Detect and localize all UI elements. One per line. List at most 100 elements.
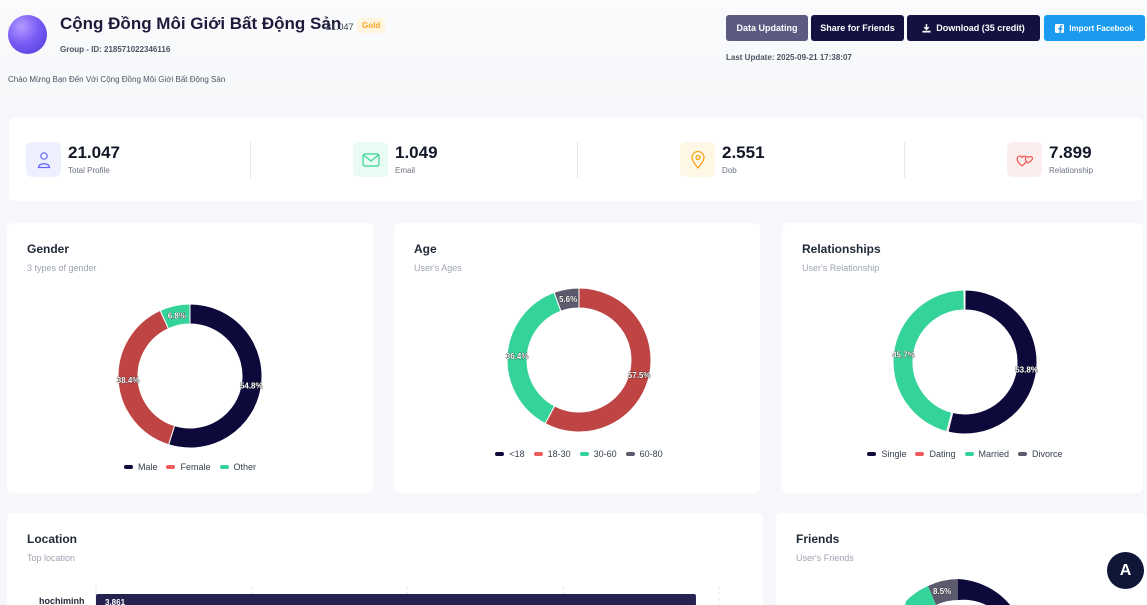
card-subtitle: User's Ages — [414, 263, 462, 273]
location-bar-chart: hochiminh 3.861 — [39, 586, 720, 605]
card-subtitle: User's Friends — [796, 553, 854, 563]
legend-swatch — [533, 452, 543, 456]
friends-slice — [958, 579, 1011, 605]
stat-label: Relationship — [1049, 166, 1094, 175]
slice-label: 45.7% — [892, 350, 915, 359]
stat-value: 1.049 — [395, 143, 438, 162]
legend-label: 30-60 — [593, 449, 617, 459]
data-updating-button[interactable]: Data Updating — [726, 15, 808, 41]
slice-label: 6.8% — [168, 311, 186, 320]
legend-label: Female — [180, 462, 211, 472]
friends-slice — [905, 586, 936, 605]
stat-label: Email — [395, 166, 416, 175]
legend-item[interactable]: Married — [964, 449, 1010, 459]
legend-swatch — [915, 452, 925, 456]
legend-swatch — [867, 452, 877, 456]
stat-value: 21.047 — [68, 143, 120, 162]
donut-slice-60-80[interactable] — [553, 287, 580, 312]
friends-slice — [928, 579, 958, 605]
legend-item[interactable]: <18 — [495, 449, 525, 459]
slice-label: 38.4% — [117, 376, 140, 385]
legend-swatch — [123, 465, 133, 469]
user-icon — [26, 142, 61, 177]
legend-label: Divorce — [1032, 449, 1063, 459]
slice-label: 8.5% — [933, 587, 951, 596]
legend-item[interactable]: 30-60 — [579, 449, 617, 459]
gender-donut-chart: 54.8% 38.4% 6.8% — [116, 303, 263, 449]
assistant-fab-button[interactable]: A — [1107, 552, 1144, 589]
legend-label: 60-80 — [639, 449, 663, 459]
stat-value: 2.551 — [722, 143, 765, 162]
share-button[interactable]: Share for Friends — [811, 15, 904, 41]
download-button[interactable]: Download (35 credit) — [907, 15, 1040, 41]
legend-swatch — [625, 452, 635, 456]
legend-item[interactable]: Male — [123, 462, 158, 472]
download-icon — [922, 23, 931, 33]
legend-label: Single — [881, 449, 907, 459]
age-legend: <18 18-30 30-60 60-80 — [484, 449, 674, 459]
friends-card: Friends User's Friends 8.5% — [776, 513, 1147, 605]
member-count: 21.047 — [326, 22, 354, 32]
group-name: Cộng Đồng Môi Giới Bất Động Sản — [60, 14, 342, 33]
card-title: Location — [27, 532, 77, 546]
group-avatar — [8, 15, 47, 54]
donut-slice-divorce[interactable] — [963, 289, 966, 311]
divider — [904, 142, 905, 178]
divider — [577, 142, 578, 178]
welcome-text: Chào Mừng Bạn Đến Với Cộng Đồng Môi Giới… — [8, 75, 226, 84]
donut-slice-married[interactable] — [892, 289, 965, 433]
stat-label: Total Profile — [68, 166, 110, 175]
legend-label: Dating — [929, 449, 956, 459]
last-update: Last Update: 2025-09-21 17:38:07 — [726, 53, 852, 62]
relationships-card: Relationships User's Relationship 53.8% 4… — [782, 223, 1143, 493]
relationships-legend: Single Dating Married Divorce — [862, 449, 1068, 459]
legend-item[interactable]: Divorce — [1018, 449, 1063, 459]
legend-swatch — [579, 452, 589, 456]
legend-item[interactable]: Female — [166, 462, 211, 472]
legend-item[interactable]: 60-80 — [625, 449, 663, 459]
hearts-icon — [1007, 142, 1042, 177]
tier-badge: Gold — [357, 18, 386, 33]
group-header: Cộng Đồng Môi Giới Bất Động Sản 21.047 G… — [0, 0, 1147, 108]
location-pin-icon — [680, 142, 715, 177]
mail-icon — [353, 142, 388, 177]
legend-label: Male — [137, 462, 158, 472]
age-card: Age User's Ages 57.5% 36.4% 5.6% <18 18-30… — [394, 223, 760, 493]
card-title: Age — [414, 242, 437, 256]
donut-slice-18-30[interactable] — [544, 287, 652, 433]
age-donut-chart: 57.5% 36.4% 5.6% — [505, 287, 652, 433]
donut-slice-male[interactable] — [167, 303, 263, 449]
legend-swatch — [964, 452, 974, 456]
group-id: Group - ID: 218571022346116 — [60, 45, 171, 54]
donut-slice-single[interactable] — [947, 289, 1038, 435]
legend-label: <18 — [509, 449, 525, 459]
legend-label: Other — [233, 462, 257, 472]
import-facebook-button[interactable]: Import Facebook — [1044, 15, 1145, 41]
legend-item[interactable]: 18-30 — [533, 449, 571, 459]
legend-item[interactable]: Other — [219, 462, 257, 472]
stat-value: 7.899 — [1049, 143, 1092, 162]
legend-item[interactable]: Single — [867, 449, 906, 459]
friends-donut-chart: 8.5% — [905, 579, 1011, 605]
legend-swatch — [495, 452, 505, 456]
legend-item[interactable]: Dating — [915, 449, 956, 459]
stat-label: Dob — [722, 166, 737, 175]
import-facebook-label: Import Facebook — [1069, 23, 1134, 33]
legend-swatch — [219, 465, 229, 469]
card-subtitle: Top location — [27, 553, 76, 563]
card-subtitle: 3 types of gender — [27, 263, 97, 273]
slice-label: 5.6% — [559, 295, 577, 304]
location-card: Location Top location hochiminh 3.861 — [7, 513, 763, 605]
card-title: Relationships — [802, 242, 881, 256]
location-bar[interactable] — [96, 594, 696, 605]
slice-label: 54.8% — [240, 381, 263, 390]
assistant-icon: A — [1119, 561, 1132, 579]
gender-card: Gender 3 types of gender 54.8% 38.4% 6.8% … — [7, 223, 373, 493]
facebook-icon — [1055, 23, 1065, 33]
donut-slice-other[interactable] — [159, 303, 191, 330]
legend-label: Married — [978, 449, 1010, 459]
slice-label: 57.5% — [628, 371, 651, 380]
gender-legend: Male Female Other — [47, 462, 333, 472]
legend-swatch — [1018, 452, 1028, 456]
bar-value-label: 3.861 — [105, 598, 126, 605]
